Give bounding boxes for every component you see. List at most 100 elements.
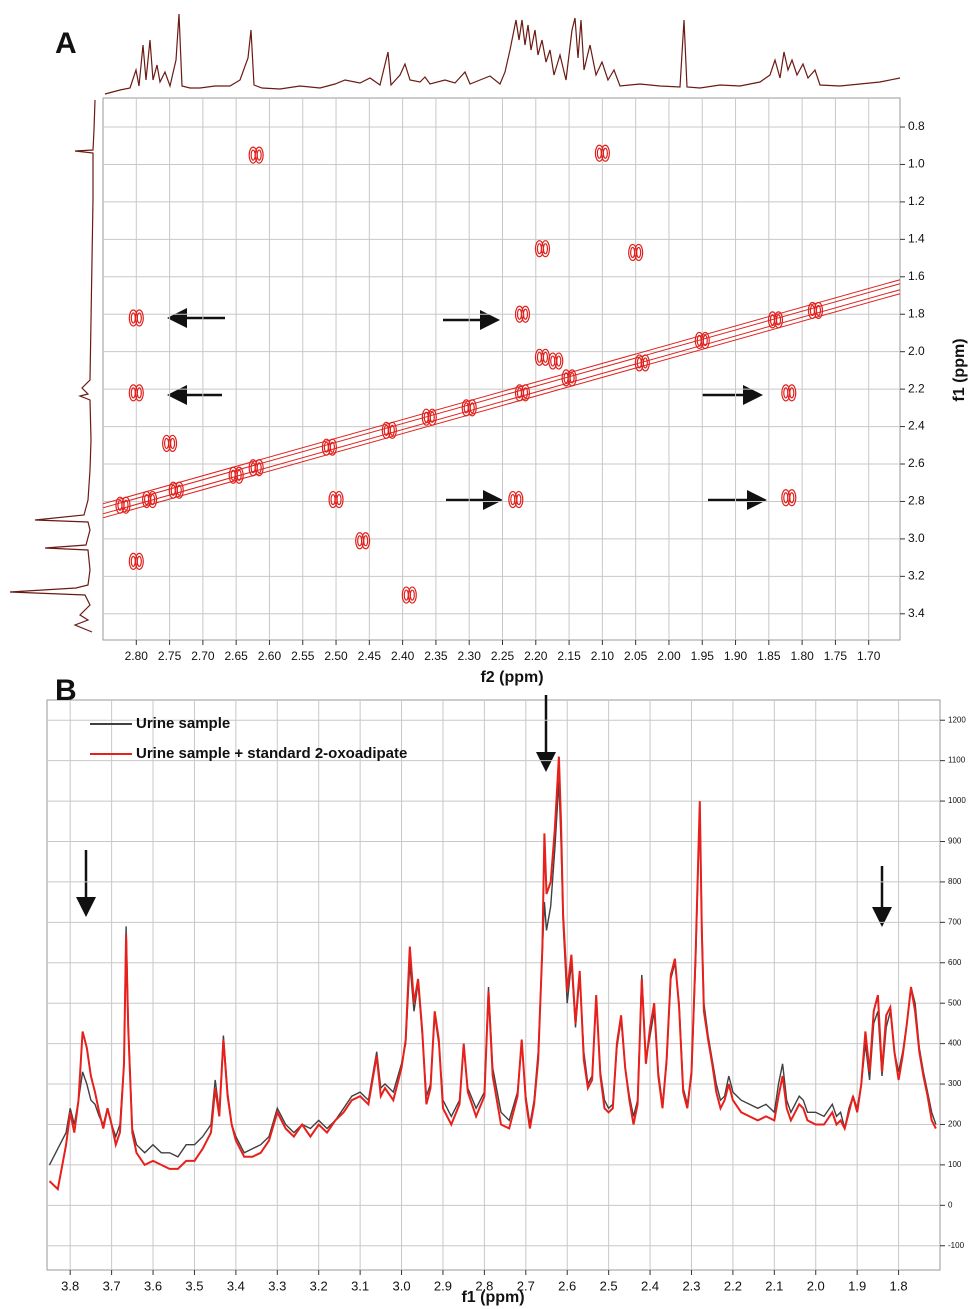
legend-label: Urine sample + standard 2-oxoadipate xyxy=(136,745,407,762)
contour xyxy=(542,243,549,255)
x-tick-label: 2.20 xyxy=(524,649,548,663)
x-axis-label: f2 (ppm) xyxy=(480,669,543,686)
cross-peak xyxy=(248,459,264,477)
cross-peak xyxy=(248,146,264,164)
spectrum-line xyxy=(48,780,937,1166)
y-tick-label: 1.8 xyxy=(908,306,925,320)
contour xyxy=(130,312,136,324)
contour xyxy=(789,387,795,399)
contour xyxy=(130,555,136,567)
cross-peak xyxy=(461,399,477,417)
contour xyxy=(163,437,170,450)
x-tick-label: 1.95 xyxy=(691,649,715,663)
y-tick-label: 2.2 xyxy=(908,381,925,395)
x-tick-label: 2.10 xyxy=(591,649,615,663)
contour xyxy=(150,493,156,506)
contour xyxy=(542,351,549,363)
contour xyxy=(516,308,523,320)
contour xyxy=(516,387,523,399)
y-tick-label: 800 xyxy=(948,877,962,886)
contour xyxy=(429,411,435,423)
x-tick-label: 3.6 xyxy=(144,1278,162,1293)
contour xyxy=(630,246,636,259)
y-tick-label: 1.2 xyxy=(908,194,925,208)
x-tick-label: 2.8 xyxy=(475,1278,493,1293)
cross-peak xyxy=(628,243,644,262)
y-tick-label: 100 xyxy=(948,1160,962,1169)
y-tick-label: 2.0 xyxy=(908,344,925,358)
contour xyxy=(602,147,608,159)
contour xyxy=(783,387,789,399)
contour xyxy=(169,437,176,450)
cross-peak xyxy=(548,352,564,370)
contour xyxy=(403,589,409,601)
x-tick-label: 2.7 xyxy=(517,1278,535,1293)
contour xyxy=(702,334,708,347)
contour xyxy=(536,243,543,255)
cross-peak xyxy=(168,481,184,499)
cross-peak xyxy=(694,331,710,350)
cross-peak xyxy=(228,466,244,484)
contour xyxy=(336,493,342,506)
y-tick-label: 900 xyxy=(948,837,962,846)
x-tick-label: 2.75 xyxy=(158,649,182,663)
contour xyxy=(236,469,242,481)
contour xyxy=(329,441,335,453)
cross-peak xyxy=(781,384,797,402)
x-tick-label: 1.8 xyxy=(890,1278,908,1293)
cross-peak xyxy=(128,384,144,402)
x-axis-label: f1 (ppm) xyxy=(461,1289,524,1306)
contour xyxy=(563,372,569,384)
contour xyxy=(516,493,522,506)
x-tick-label: 3.3 xyxy=(268,1278,286,1293)
x-tick-label: 1.75 xyxy=(824,649,848,663)
cross-peak xyxy=(561,369,577,387)
cross-peak xyxy=(514,305,531,323)
contour xyxy=(550,355,556,367)
contour xyxy=(642,357,648,369)
x-tick-label: 2.45 xyxy=(358,649,382,663)
x-tick-label: 1.85 xyxy=(757,649,781,663)
diagonal-contour xyxy=(102,289,901,515)
diagonal-contour xyxy=(102,279,901,505)
x-tick-label: 2.0 xyxy=(807,1278,825,1293)
y-tick-label: 1100 xyxy=(948,756,966,765)
y-tick-label: 3.4 xyxy=(908,606,925,620)
contour xyxy=(522,308,529,320)
contour xyxy=(130,387,136,399)
cross-peak xyxy=(807,301,824,320)
contour xyxy=(136,555,142,567)
f2-projection xyxy=(104,13,901,95)
cross-peak xyxy=(321,438,337,456)
x-tick-label: 2.6 xyxy=(558,1278,576,1293)
contour xyxy=(423,411,429,423)
y-tick-label: 3.2 xyxy=(908,569,925,583)
x-tick-label: 1.80 xyxy=(790,649,814,663)
cross-peak xyxy=(514,384,531,402)
y-tick-label: 0 xyxy=(948,1200,953,1209)
y-tick-label: 1.4 xyxy=(908,232,925,246)
cross-peak xyxy=(534,348,551,366)
contour xyxy=(136,387,142,399)
contour xyxy=(250,462,256,474)
x-tick-label: 2.05 xyxy=(624,649,648,663)
y-tick-label: 2.6 xyxy=(908,456,925,470)
cross-peak xyxy=(421,408,437,426)
contour xyxy=(522,387,529,399)
x-tick-label: 2.15 xyxy=(557,649,581,663)
x-tick-label: 2.4 xyxy=(641,1278,659,1293)
x-tick-label: 2.40 xyxy=(391,649,415,663)
contour xyxy=(815,304,822,317)
contour xyxy=(636,246,642,259)
x-tick-label: 3.0 xyxy=(393,1278,411,1293)
y-axis-label: f1 (ppm) xyxy=(951,338,968,401)
cross-peak xyxy=(634,354,650,372)
contour xyxy=(469,402,475,414)
contour xyxy=(789,492,795,504)
y-tick-label: 600 xyxy=(948,958,962,967)
x-tick-label: 2.1 xyxy=(765,1278,783,1293)
x-tick-label: 2.55 xyxy=(291,649,315,663)
x-tick-label: 2.5 xyxy=(600,1278,618,1293)
x-tick-label: 2.3 xyxy=(682,1278,700,1293)
